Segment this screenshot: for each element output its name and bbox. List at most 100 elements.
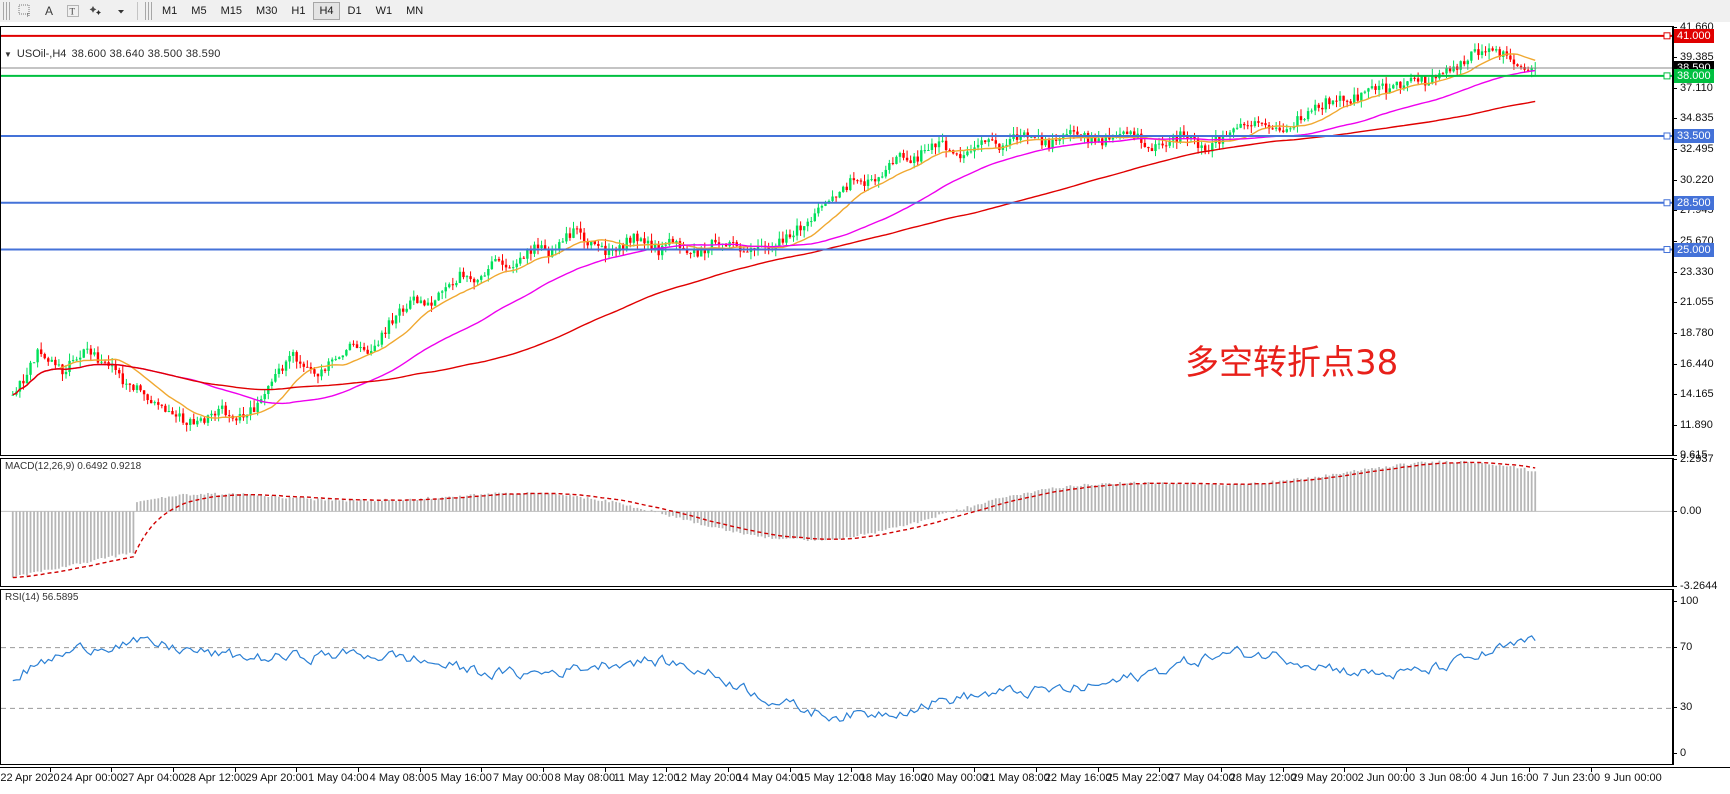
price-tag-blue[interactable]: 25.000 [1674, 242, 1714, 257]
time-axis-tick [296, 768, 298, 772]
time-axis-label: 29 May 20:00 [1291, 772, 1359, 784]
time-axis-tick [851, 768, 853, 772]
rsi-axis-tick [1673, 753, 1677, 754]
time-axis-tick [49, 768, 51, 772]
time-axis-tick [419, 768, 421, 772]
time-axis-tick [357, 768, 359, 772]
rsi-label: RSI(14) 56.5895 [5, 592, 79, 603]
timeframe-m1[interactable]: M1 [162, 5, 178, 17]
symbol-ohlc: 38.600 38.640 38.500 38.590 [71, 48, 221, 60]
price-pane[interactable] [0, 26, 1673, 456]
time-axis-tick [912, 768, 914, 772]
price-axis-label: 39.385 [1680, 51, 1714, 64]
time-axis-label: 1 May 04:00 [307, 772, 369, 784]
timeframe-m15[interactable]: M15 [220, 5, 242, 17]
macd-axis-label: 0.00 [1680, 505, 1702, 518]
chart-annotation: 多空转折点38 [1185, 343, 1399, 383]
chevron-down-icon[interactable] [109, 1, 133, 21]
chart-area[interactable]: ▼ USOil-,H4 38.600 38.640 38.500 38.590 … [0, 21, 1730, 794]
time-axis-label: 9 Jun 00:00 [1604, 772, 1662, 784]
time-axis-label: 21 May 08:00 [983, 772, 1050, 784]
price-tag-green[interactable]: 38.000 [1674, 68, 1714, 83]
timeframe-m30[interactable]: M30 [255, 5, 278, 17]
price-axis-tick [1673, 27, 1677, 28]
time-axis-label: 8 May 08:00 [554, 772, 616, 784]
timeframe-grip[interactable] [145, 2, 152, 20]
time-axis-tick [1221, 768, 1223, 772]
macd-axis-label: 2.2937 [1680, 453, 1714, 465]
time-axis-tick [604, 768, 606, 772]
rsi-axis-label: 30 [1680, 701, 1693, 714]
macd-label: MACD(12,26,9) 0.6492 0.9218 [5, 461, 142, 472]
label-tool-icon[interactable]: T [61, 1, 85, 21]
time-axis-label: 22 Apr 2020 [0, 772, 60, 784]
toolbar-grip[interactable] [3, 2, 10, 20]
time-axis-tick [172, 768, 174, 772]
time-axis-label: 18 May 16:00 [859, 772, 927, 784]
price-axis-label: 9.615 [1680, 449, 1708, 461]
price-axis-tick [1673, 394, 1677, 396]
time-axis-tick [1406, 768, 1408, 772]
time-axis-label: 7 May 00:00 [492, 772, 554, 784]
crosshair-icon[interactable]: F [13, 1, 37, 21]
time-axis-label: 7 Jun 23:00 [1542, 772, 1601, 784]
time-axis[interactable]: 22 Apr 2020 24 Apr 00:00 27 Apr 04:00 28 Ap… [0, 767, 1730, 794]
time-axis-label: 27 May 04:00 [1168, 772, 1235, 784]
time-axis-tick [1467, 768, 1469, 772]
time-axis-tick [789, 768, 791, 772]
time-axis-tick [1159, 768, 1161, 772]
time-axis-label: 27 Apr 04:00 [122, 772, 185, 784]
objects-icon[interactable] [85, 1, 109, 21]
price-axis-label: 16.440 [1680, 357, 1714, 370]
time-axis-tick [666, 768, 668, 772]
price-axis-label: 18.780 [1680, 326, 1714, 339]
toolbar-separator [137, 2, 138, 20]
rsi-axis-tick [1673, 601, 1677, 602]
timeframe-w1[interactable]: W1 [375, 5, 393, 17]
time-axis-label: 24 Apr 00:00 [60, 772, 123, 784]
time-axis-tick [542, 768, 544, 772]
price-axis-label: 21.055 [1680, 296, 1714, 309]
rsi-pane[interactable]: RSI(14) 56.5895 [0, 589, 1673, 765]
timeframe-mn[interactable]: MN [406, 5, 424, 17]
price-tag-blue[interactable]: 28.500 [1674, 195, 1714, 210]
rsi-axis-tick [1673, 707, 1677, 709]
price-axis-tick [1673, 332, 1677, 334]
time-axis-label: 4 Jun 16:00 [1480, 772, 1539, 784]
price-tag-red[interactable]: 41.000 [1674, 28, 1714, 43]
price-axis[interactable]: 41.660 39.385 37.110 34.835 32.495 30.220 27.9… [1673, 21, 1730, 461]
price-axis-label: 11.890 [1680, 418, 1713, 431]
time-axis-tick [481, 768, 483, 772]
rsi-axis[interactable]: 100 70 30 0 [1673, 589, 1730, 765]
timeframe-h4[interactable]: H4 [313, 2, 340, 20]
time-axis-label: 12 May 20:00 [674, 772, 742, 784]
timeframe-h1[interactable]: H1 [291, 5, 306, 17]
macd-axis-line [1673, 458, 1674, 587]
macd-axis[interactable]: 2.2937 0.00 -3.2644 [1673, 453, 1730, 592]
rsi-axis-line [1673, 589, 1674, 765]
price-axis-label: 14.165 [1680, 388, 1714, 401]
price-plot [1, 32, 1672, 432]
time-axis-label: 28 May 12:00 [1229, 772, 1297, 784]
macd-axis-label: -3.2644 [1680, 580, 1718, 592]
symbol-header[interactable]: ▼ USOil-,H4 38.600 38.640 38.500 38.590 [4, 48, 221, 60]
text-tool-icon[interactable]: A [44, 4, 53, 18]
macd-pane[interactable]: MACD(12,26,9) 0.6492 0.9218 [0, 458, 1673, 587]
price-axis-tick [1673, 240, 1677, 242]
price-axis-label: 23.330 [1680, 265, 1714, 278]
timeframe-d1[interactable]: D1 [347, 5, 362, 17]
time-axis-label: 28 Apr 12:00 [183, 772, 247, 784]
price-axis-label: 32.495 [1680, 143, 1714, 156]
price-axis-tick [1673, 149, 1677, 151]
price-axis-tick [1673, 118, 1677, 120]
price-axis-tick [1673, 455, 1677, 456]
time-axis-tick [974, 768, 976, 772]
time-axis-label: 22 May 16:00 [1044, 772, 1112, 784]
macd-axis-tick [1673, 586, 1677, 587]
price-tag-blue[interactable]: 33.500 [1674, 128, 1714, 143]
time-axis-tick [1097, 768, 1099, 772]
timeframe-m5[interactable]: M5 [191, 5, 207, 17]
collapse-icon[interactable]: ▼ [4, 49, 12, 59]
price-axis-label: 30.220 [1680, 173, 1714, 186]
